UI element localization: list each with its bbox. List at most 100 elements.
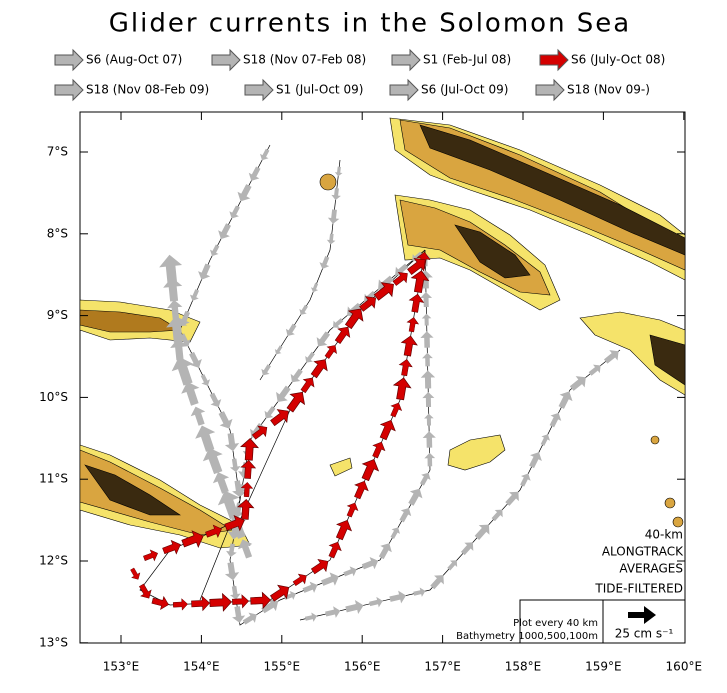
title: Glider currents in the Solomon Sea [109, 9, 632, 39]
current-arrow [218, 223, 232, 240]
current-arrow [413, 587, 426, 597]
current-arrow [250, 591, 272, 610]
lat-label: 8°S [47, 226, 68, 240]
note: AVERAGES [619, 562, 683, 576]
current-arrow [343, 566, 357, 577]
current-arrow [261, 598, 279, 614]
legend-arrow [535, 78, 565, 102]
current-arrow [549, 412, 562, 428]
current-arrow [240, 481, 254, 498]
note: ALONGTRACK [602, 545, 684, 559]
current-arrow [191, 595, 211, 612]
current-arrow [319, 255, 330, 270]
current-arrow [172, 598, 189, 611]
current-arrow [408, 488, 423, 506]
legend-arrow [54, 78, 84, 102]
current-arrow [424, 452, 436, 467]
current-arrow [361, 458, 380, 482]
current-arrow [325, 606, 341, 618]
current-arrow [408, 293, 425, 313]
lon-label: 160°E [666, 660, 703, 674]
current-arrow [421, 313, 432, 326]
current-arrow [200, 374, 211, 386]
current-arrow [151, 595, 169, 611]
current-arrow [424, 413, 434, 426]
current-arrow [359, 296, 377, 312]
legend-arrow [211, 48, 241, 72]
lat-label: 9°S [47, 308, 68, 322]
current-arrow [399, 508, 412, 523]
current-arrow [202, 447, 223, 475]
current-arrow [224, 432, 240, 452]
current-arrow [392, 271, 408, 286]
current-arrow [321, 572, 339, 586]
current-arrow [491, 509, 503, 522]
current-arrow [260, 148, 270, 161]
legend-arrow [391, 48, 421, 72]
current-arrow [400, 335, 418, 357]
current-arrow [251, 425, 268, 440]
current-arrow [240, 459, 257, 479]
current-arrow [190, 406, 206, 426]
legend-arrow [244, 78, 274, 102]
current-arrow [181, 530, 204, 548]
current-arrow [198, 263, 211, 280]
current-arrow [217, 490, 240, 520]
current-arrow [232, 480, 246, 498]
legend-label: S6 (Jul-Oct 09) [421, 83, 508, 97]
scale-label: 25 cm s⁻¹ [615, 627, 674, 641]
note: 40-km [645, 528, 683, 542]
current-arrow [331, 188, 341, 201]
legend-label: S1 (Feb-Jul 08) [423, 53, 511, 67]
current-arrow [139, 583, 152, 599]
current-arrow [422, 352, 433, 367]
current-arrow [167, 299, 183, 320]
legend-label: S18 (Nov 08-Feb 09) [86, 83, 209, 97]
current-arrow [181, 381, 200, 406]
current-arrow [364, 290, 376, 302]
current-arrow [324, 345, 337, 359]
current-arrow [379, 419, 396, 441]
current-arrow [305, 351, 315, 363]
current-arrow [180, 333, 191, 347]
current-arrow [264, 406, 276, 419]
current-arrow [229, 585, 241, 600]
current-arrow [333, 318, 344, 329]
current-arrow [310, 282, 319, 293]
note: TIDE-FILTERED [594, 582, 683, 596]
current-arrow [419, 472, 431, 486]
current-arrow [189, 289, 200, 301]
current-arrow [398, 359, 413, 377]
current-arrow [420, 331, 434, 348]
current-arrow [474, 524, 490, 540]
current-arrow [540, 434, 551, 446]
current-arrow [588, 364, 601, 376]
current-arrow [390, 402, 403, 418]
current-arrow [189, 351, 202, 368]
current-arrow [344, 308, 364, 330]
current-arrow [430, 575, 444, 590]
current-arrow [162, 539, 181, 555]
lat-label: 10°S [39, 390, 68, 404]
current-arrow [460, 542, 474, 556]
lon-label: 154°E [183, 660, 220, 674]
current-arrow [310, 359, 328, 379]
current-arrow [218, 411, 233, 429]
current-arrow [290, 368, 303, 383]
current-arrow [300, 377, 315, 394]
lat-label: 7°S [47, 145, 68, 159]
current-arrow [226, 543, 237, 558]
current-arrow [529, 452, 542, 469]
current-arrow [292, 573, 307, 587]
lon-label: 157°E [424, 660, 461, 674]
current-arrow [354, 480, 369, 500]
scale-arrow [628, 606, 656, 624]
lat-label: 13°S [39, 635, 68, 649]
current-arrow [209, 592, 233, 612]
current-arrow [232, 606, 246, 623]
current-arrow [171, 356, 194, 386]
annotation-box: 40-km ALONGTRACK AVERAGES TIDE-FILTERED … [456, 528, 686, 644]
scale-box [602, 599, 686, 644]
current-arrow [316, 331, 331, 347]
